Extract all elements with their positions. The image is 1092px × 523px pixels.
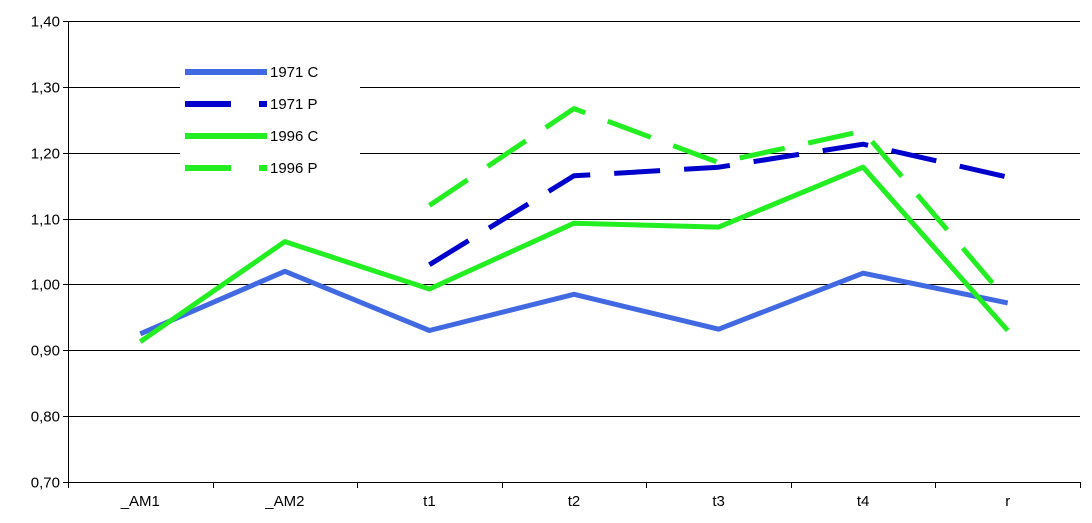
legend-label: 1996 C: [270, 128, 319, 145]
legend: 1971 C 1971 P 1996 C 1996 P: [180, 58, 360, 192]
y-tick-label: 0,90: [31, 343, 60, 360]
x-axis-ticks: _AM1 _AM2 t1 t2 t3 t4 r: [68, 482, 1081, 510]
y-tick-label: 1,40: [31, 14, 60, 31]
x-tick-label: _AM1: [120, 493, 160, 510]
legend-label: 1971 C: [270, 64, 319, 81]
series-line-1996-p: [428, 106, 1010, 303]
series-line-1971-c: [139, 268, 1009, 337]
legend-label: 1996 P: [270, 160, 318, 177]
series-lines: [138, 106, 1010, 344]
y-axis-ticks: 0,70 0,80 0,90 1,00 1,10 1,20 1,30 1,40: [31, 14, 68, 492]
x-tick-label: t2: [568, 493, 581, 510]
legend-label: 1971 P: [270, 96, 318, 113]
y-tick-label: 0,80: [31, 409, 60, 426]
x-tick-label: r: [1005, 493, 1010, 510]
y-tick-label: 1,20: [31, 146, 60, 163]
y-tick-label: 0,70: [31, 475, 60, 492]
x-tick-label: _AM2: [264, 493, 304, 510]
x-tick-label: t4: [857, 493, 870, 510]
y-tick-label: 1,10: [31, 212, 60, 229]
series-line-1996-c: [138, 164, 1010, 344]
y-tick-label: 1,30: [31, 80, 60, 97]
series-line-1971-p: [428, 141, 1009, 267]
x-tick-label: t3: [712, 493, 725, 510]
axes: [68, 21, 1080, 483]
y-tick-label: 1,00: [31, 277, 60, 294]
x-tick-label: t1: [423, 493, 436, 510]
